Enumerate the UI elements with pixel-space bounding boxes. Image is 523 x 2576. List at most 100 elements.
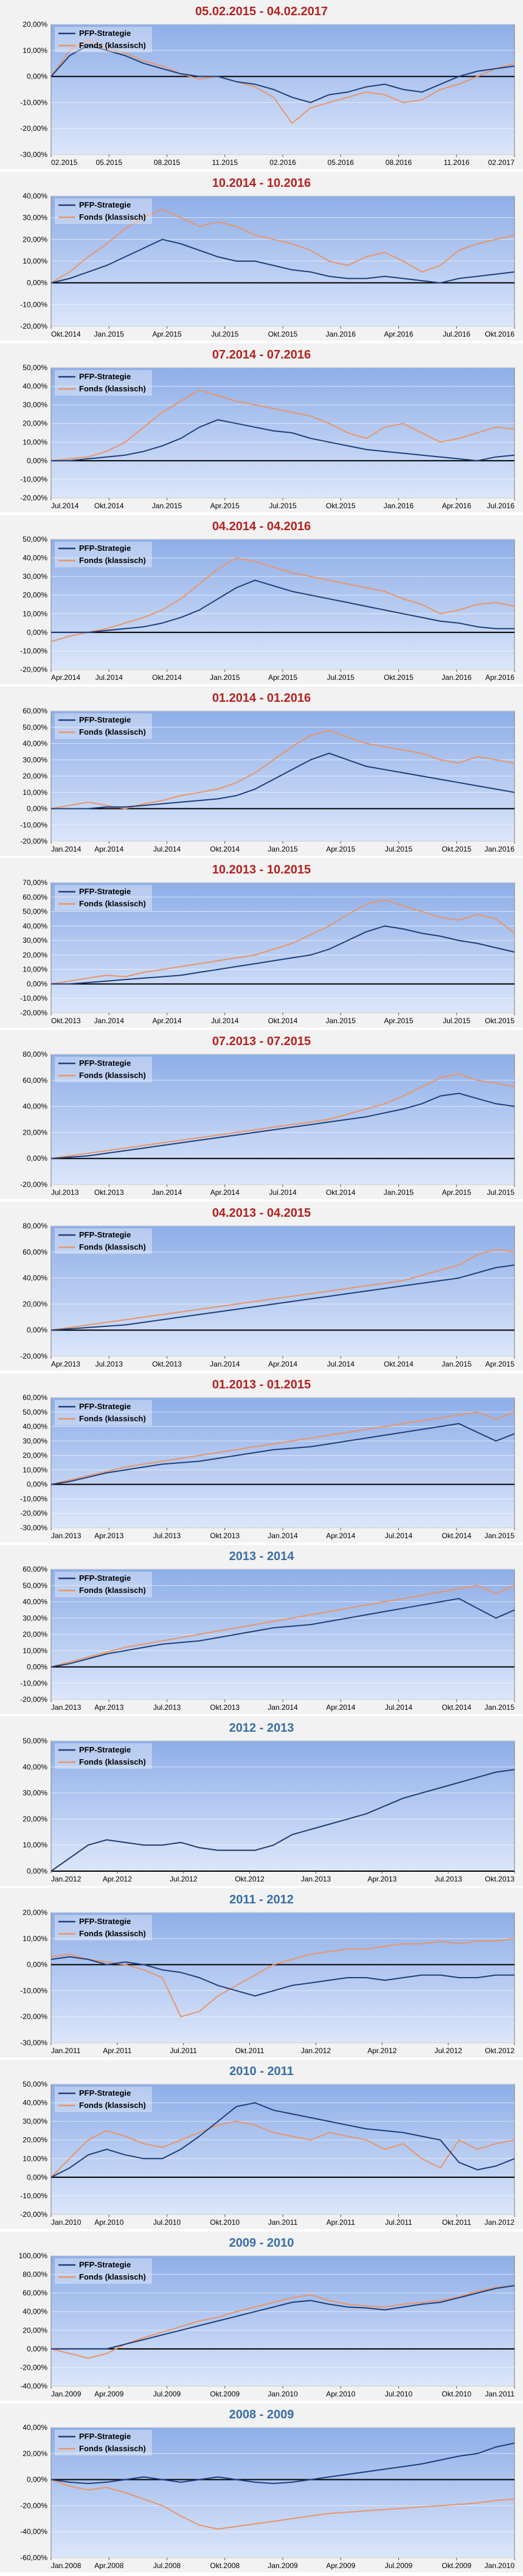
- y-tick-label: 20,00%: [23, 772, 47, 780]
- legend: PFP-Strategie Fonds (klassisch): [55, 1915, 152, 1941]
- x-tick-label: Apr.2008: [94, 2561, 123, 2570]
- y-tick-label: -40,00%: [20, 2382, 47, 2390]
- chart-svg: 50,00% 40,00% 30,00% 20,00% 10,00% 0,00% Jan.2…: [23, 1737, 515, 1883]
- x-tick-label: Jan.2013: [51, 1703, 81, 1712]
- series-line-strategy: [50, 1264, 515, 1331]
- chart-panel: 05.02.2015 - 04.02.2017 20,00% 10,00% 0,00%…: [0, 0, 523, 169]
- legend-label-strategy: PFP-Strategie: [79, 2432, 131, 2441]
- x-tick-label: Apr.2015: [210, 502, 240, 510]
- chart-title: 2012 - 2013: [229, 1721, 294, 1735]
- x-tick-label: Okt.2015: [268, 330, 298, 338]
- x-tick-label: Apr.2015: [384, 1017, 413, 1025]
- x-tick-label: Okt.2014: [94, 502, 124, 510]
- legend-box: [55, 542, 152, 567]
- x-tick-label: Apr.2012: [367, 2046, 397, 2055]
- legend: PFP-Strategie Fonds (klassisch): [55, 2430, 152, 2455]
- legend-label-strategy: PFP-Strategie: [79, 2088, 131, 2098]
- y-tick-label: 20,00%: [23, 1630, 47, 1639]
- x-tick-label: 08.2015: [154, 158, 181, 167]
- x-tick-label: Jan.2013: [301, 1875, 331, 1883]
- series-line-strategy: [50, 1423, 515, 1485]
- y-tick-label: -20,00%: [20, 2210, 47, 2219]
- x-tick-label: Jan.2011: [51, 2046, 81, 2055]
- series-line-fund: [50, 2121, 515, 2178]
- x-tick-label: Okt.2014: [384, 1360, 414, 1368]
- x-tick-label: Apr.2015: [268, 673, 297, 682]
- x-tick-label: Jul.2015: [327, 673, 355, 682]
- y-tick-label: 0,00%: [27, 1663, 47, 1671]
- x-tick-label: Jan.2015: [210, 673, 240, 682]
- x-tick-label: Okt.2013: [152, 1360, 182, 1368]
- chart-panel: 04.2013 - 04.2015 80,00% 60,00% 40,00% 20,00…: [0, 1202, 523, 1371]
- legend-label-fund: Fonds (klassisch): [79, 1757, 146, 1766]
- x-tick-label: Jul.2010: [153, 2218, 181, 2227]
- legend-label-strategy: PFP-Strategie: [79, 1230, 131, 1239]
- series-line-fund: [50, 2479, 515, 2530]
- y-tick-label: 30,00%: [23, 401, 47, 409]
- x-tick-label: Jul.2014: [211, 1017, 239, 1025]
- y-tick-label: 50,00%: [23, 2081, 47, 2088]
- legend-label-fund: Fonds (klassisch): [79, 727, 146, 737]
- x-tick-label: Jul.2008: [153, 2561, 181, 2570]
- y-tick-label: 20,00%: [23, 1128, 47, 1136]
- series-line-fund: [50, 1584, 515, 1668]
- chart-panel: 10.2014 - 10.2016 40,00% 30,00% 20,00% 10,00…: [0, 172, 523, 341]
- chart-svg: 60,00% 50,00% 40,00% 30,00% 20,00% 10,00% 0,00…: [20, 1566, 515, 1712]
- y-tick-label: -30,00%: [20, 150, 47, 159]
- y-tick-label: 50,00%: [23, 1737, 47, 1745]
- series-line-fund: [50, 39, 515, 124]
- chart-panel: 2013 - 2014 60,00% 50,00% 40,00% 30,00% 20,00…: [0, 1545, 523, 1714]
- x-tick-label: Jan.2012: [301, 2046, 331, 2055]
- x-tick-label: Jul.2014: [95, 673, 123, 682]
- y-tick-label: -20,00%: [20, 1695, 47, 1704]
- y-tick-label: -10,00%: [20, 98, 47, 107]
- legend-box: [55, 1228, 152, 1254]
- x-tick-label: Jul.2014: [51, 502, 79, 510]
- x-tick-label: Jul.2014: [269, 1188, 297, 1197]
- y-tick-label: 40,00%: [23, 2099, 47, 2107]
- y-tick-label: -20,00%: [20, 2501, 47, 2510]
- x-tick-label: Jan.2011: [268, 2218, 298, 2227]
- legend-box: [55, 1057, 152, 1082]
- y-tick-label: -20,00%: [20, 1180, 47, 1189]
- y-tick-label: 0,00%: [27, 628, 47, 637]
- x-tick-label: Jul.2014: [385, 1531, 413, 1540]
- legend: PFP-Strategie Fonds (klassisch): [55, 1743, 152, 1769]
- y-tick-label: -10,00%: [20, 646, 47, 655]
- chart-title: 07.2014 - 07.2016: [212, 348, 311, 362]
- x-tick-label: Okt.2011: [235, 2046, 265, 2055]
- x-tick-label: Jan.2012: [485, 2218, 515, 2227]
- x-tick-label: Jan.2011: [485, 2390, 515, 2398]
- series-line-fund: [50, 1248, 515, 1331]
- y-tick-label: 20,00%: [23, 591, 47, 600]
- legend-label-strategy: PFP-Strategie: [79, 200, 131, 209]
- y-tick-label: 70,00%: [23, 879, 47, 887]
- legend-label-strategy: PFP-Strategie: [79, 29, 131, 38]
- x-tick-label: Okt.2014: [51, 330, 81, 338]
- y-tick-label: 50,00%: [23, 364, 47, 372]
- y-tick-label: 0,00%: [27, 1867, 47, 1875]
- y-tick-label: 20,00%: [23, 1909, 47, 1917]
- chart-svg: 100,00% 80,00% 60,00% 40,00% 20,00% 0,00% -20,…: [19, 2252, 515, 2398]
- y-tick-label: 60,00%: [23, 1076, 47, 1085]
- chart-panel: 2008 - 2009 40,00% 20,00% 0,00% -20,00% -40,0…: [0, 2403, 523, 2572]
- x-tick-label: Jul.2012: [434, 2046, 462, 2055]
- legend: PFP-Strategie Fonds (klassisch): [55, 370, 152, 396]
- x-tick-label: Okt.2010: [442, 2390, 471, 2398]
- y-tick-label: 0,00%: [27, 1326, 47, 1334]
- x-tick-label: Jul.2014: [327, 1360, 355, 1368]
- chart-panel: 07.2013 - 07.2015 80,00% 60,00% 40,00% 20,00…: [0, 1030, 523, 1199]
- x-tick-label: Jan.2014: [152, 1188, 182, 1197]
- x-tick-label: Jul.2013: [153, 1531, 181, 1540]
- y-tick-label: 40,00%: [23, 2308, 47, 2316]
- chart-svg: 20,00% 10,00% 0,00% -10,00% -20,00% -30,00% Ja…: [20, 1909, 515, 2055]
- legend-label-fund: Fonds (klassisch): [79, 899, 146, 908]
- legend-label-fund: Fonds (klassisch): [79, 2272, 146, 2281]
- legend-box: [55, 27, 152, 52]
- y-tick-label: 0,00%: [27, 72, 47, 81]
- x-tick-label: Apr.2014: [268, 1360, 297, 1368]
- y-tick-label: -60,00%: [20, 2553, 47, 2562]
- x-tick-label: Apr.2015: [485, 1360, 514, 1368]
- series-line-strategy: [50, 1093, 515, 1160]
- plot-area: [50, 1397, 515, 1528]
